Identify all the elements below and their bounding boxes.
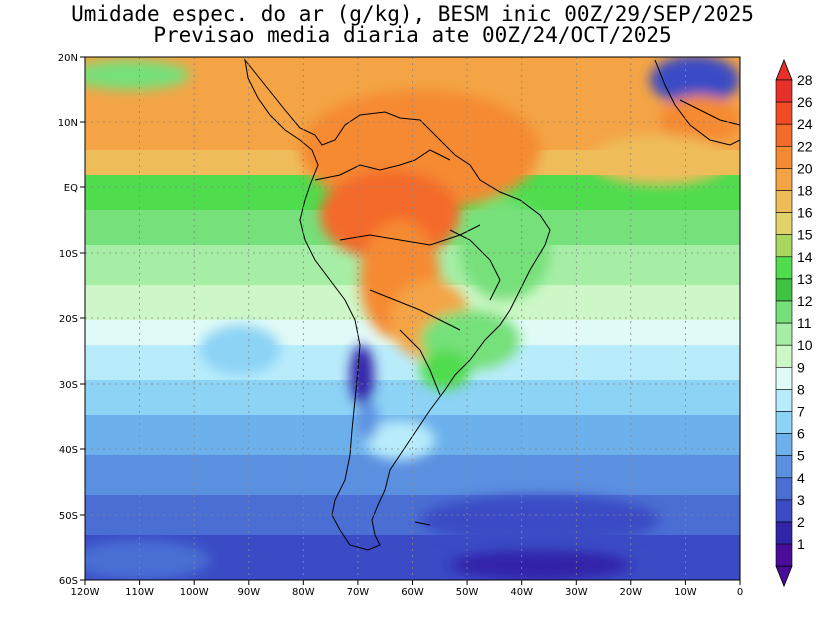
colorbar-label: 22 <box>797 138 813 154</box>
lon-label: 10W <box>674 587 697 598</box>
border-brazil-states <box>449 229 501 301</box>
colorbar-label: 1 <box>797 536 805 552</box>
lat-label: 60S <box>59 576 78 587</box>
lon-label: 90W <box>237 587 260 598</box>
lat-label: 50S <box>59 511 78 522</box>
lat-label: 40S <box>59 445 78 456</box>
colorbar-swatch <box>775 521 793 545</box>
colorbar-swatch <box>775 123 793 147</box>
colorbar-swatch <box>775 477 793 501</box>
lon-labels: 120W 110W 100W 90W 80W 70W 60W 50W 40W 3… <box>71 587 744 598</box>
africa-borders <box>679 99 740 126</box>
colorbar-label: 24 <box>797 116 813 132</box>
colorbar-label: 9 <box>797 359 805 375</box>
colorbar-swatch <box>775 168 793 191</box>
colorbar-label: 13 <box>797 271 813 287</box>
colorbar-arrow-bottom <box>775 565 793 588</box>
colorbar-label: 12 <box>797 293 813 309</box>
lon-label: 40W <box>510 587 533 598</box>
colorbar-swatch <box>775 344 793 368</box>
colorbar-swatch <box>775 366 793 390</box>
colorbar-swatch <box>775 256 793 280</box>
colorbar-label: 20 <box>797 160 813 176</box>
colorbar-swatch <box>775 101 793 125</box>
colorbar-label: 16 <box>797 205 813 221</box>
title-line-2: Previsao media diaria ate 00Z/24/OCT/202… <box>153 23 672 47</box>
lon-label: 0 <box>737 587 743 598</box>
border-argentina <box>399 329 441 396</box>
border-brazil-west <box>339 224 481 246</box>
colorbar-swatch <box>775 499 793 523</box>
coastlines <box>244 58 740 551</box>
lat-label: EQ <box>64 183 78 194</box>
title-line-1: Umidade espec. do ar (g/kg), BESM inic 0… <box>71 2 754 26</box>
falklands <box>414 521 431 526</box>
colorbar-swatch <box>775 278 793 302</box>
colorbar-label: 18 <box>797 183 813 199</box>
south-america-outline <box>244 58 551 551</box>
colorbar-swatch <box>775 543 793 567</box>
colorbar-label: 10 <box>797 337 813 353</box>
lon-label: 30W <box>565 587 588 598</box>
lat-label: 10N <box>58 118 78 129</box>
colorbar-swatch <box>775 411 793 434</box>
colorbar-swatch <box>775 433 793 457</box>
lon-label: 100W <box>180 587 209 598</box>
colorbar-swatch <box>775 146 793 169</box>
colorbar-label: 7 <box>797 404 805 420</box>
lat-label: 20S <box>59 314 78 325</box>
colorbar-label: 26 <box>797 94 813 110</box>
lon-label: 20W <box>619 587 642 598</box>
colorbar-swatch <box>775 455 793 479</box>
lon-label: 50W <box>456 587 479 598</box>
colorbar-swatch <box>775 389 793 412</box>
lat-label: 20N <box>58 53 78 64</box>
colorbar-label: 28 <box>797 72 813 88</box>
lat-label: 10S <box>59 249 78 260</box>
colorbar-swatch <box>775 190 793 213</box>
colorbar-label: 11 <box>797 315 812 331</box>
graticule <box>85 57 740 580</box>
colorbar-label: 6 <box>797 426 805 442</box>
border-bolivia <box>369 289 461 331</box>
lon-label: 110W <box>125 587 154 598</box>
lat-label: 30S <box>59 380 78 391</box>
border-north <box>314 149 451 181</box>
colorbar-label: 5 <box>797 448 805 464</box>
lon-label: 80W <box>292 587 315 598</box>
colorbar-swatch <box>775 212 793 236</box>
lon-label: 120W <box>71 587 100 598</box>
colorbar-swatch <box>775 322 793 346</box>
colorbar-label: 4 <box>797 470 805 486</box>
lon-label: 70W <box>347 587 370 598</box>
humidity-field <box>85 57 740 580</box>
colorbar-label: 14 <box>797 249 813 265</box>
axis-ticks <box>80 56 741 585</box>
colorbar-label: 8 <box>797 381 805 397</box>
colorbar-label: 15 <box>797 227 813 243</box>
colorbar: 28 26 24 22 20 18 16 15 14 13 12 11 10 9 8 7 6 5 4 3 2 1 <box>775 58 813 588</box>
colorbar-label: 3 <box>797 492 805 508</box>
colorbar-swatch <box>775 300 793 324</box>
colorbar-label: 2 <box>797 514 805 530</box>
colorbar-swatch <box>775 234 793 258</box>
lat-labels: 20N 10N EQ 10S 20S 30S 40S 50S 60S <box>58 53 78 587</box>
africa-outline <box>654 59 740 146</box>
lon-label: 60W <box>401 587 424 598</box>
colorbar-arrow-top <box>775 58 793 81</box>
colorbar-swatch <box>775 79 793 103</box>
